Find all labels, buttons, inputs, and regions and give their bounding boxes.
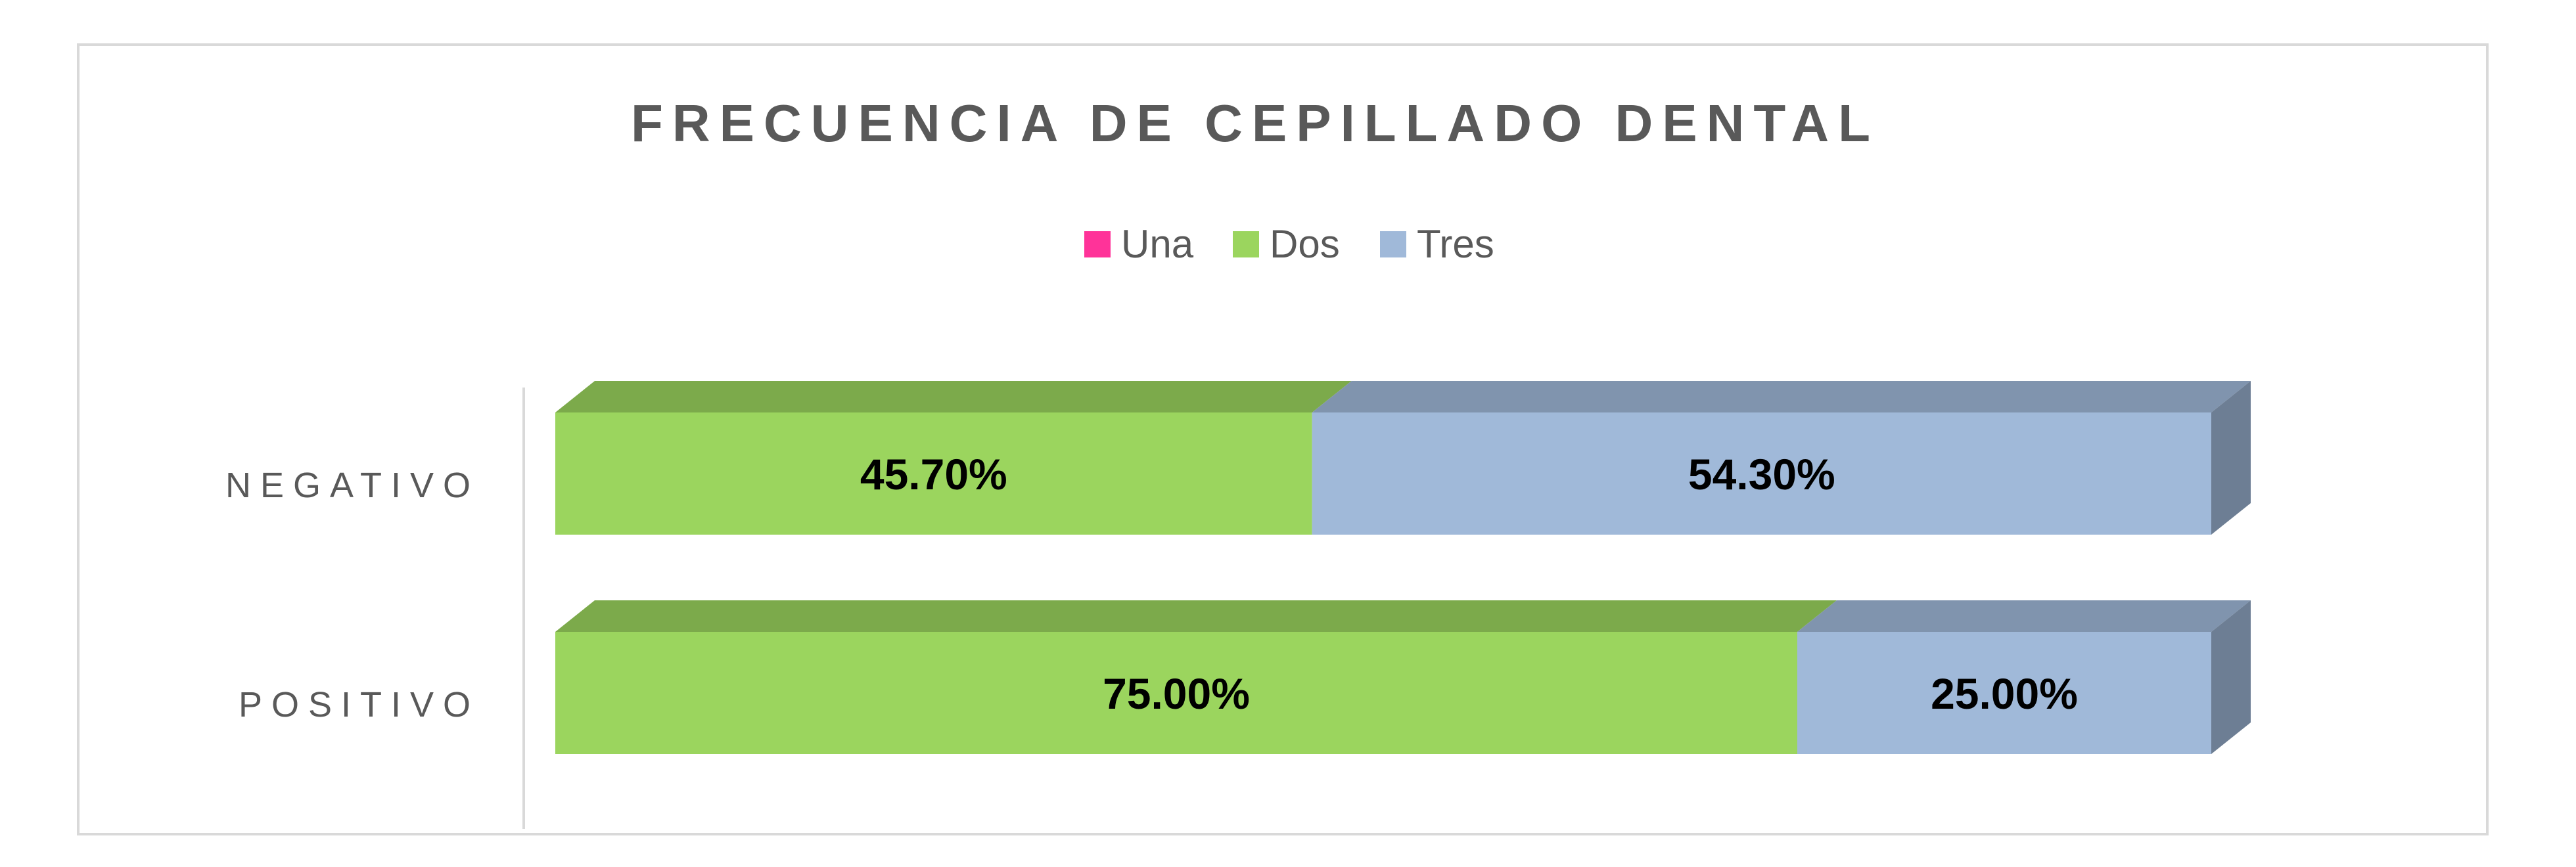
category-label-negativo: NEGATIVO bbox=[225, 466, 480, 505]
legend: Una Dos Tres bbox=[1084, 222, 1494, 266]
bar-tres-negativo: 54.30% bbox=[1312, 381, 2251, 535]
legend-item-una: Una bbox=[1084, 222, 1194, 266]
data-label-dos-positivo: 75.00% bbox=[1103, 669, 1250, 718]
bar-front-tres-positivo bbox=[1797, 632, 2211, 754]
bar-tres-positivo: 25.00% bbox=[1797, 600, 2251, 754]
bar-top-dos-positivo bbox=[555, 600, 1837, 632]
bar-side-tres-positivo bbox=[2211, 600, 2251, 754]
data-label-dos-negativo: 45.70% bbox=[860, 450, 1007, 499]
legend-label-una: Una bbox=[1121, 222, 1194, 266]
data-label-tres-positivo: 25.00% bbox=[1931, 669, 2078, 718]
bar-front-dos-negativo bbox=[555, 412, 1312, 535]
category-label-positivo: POSITIVO bbox=[239, 685, 480, 724]
bar-top-dos-negativo bbox=[555, 381, 1352, 412]
plot-area: NEGATIVO 45.70% 54.30% POSITIVO 75.00% 25.00% bbox=[225, 381, 2251, 754]
data-label-tres-negativo: 54.30% bbox=[1688, 450, 1835, 499]
bar-front-tres-negativo bbox=[1312, 412, 2211, 535]
legend-item-tres: Tres bbox=[1380, 222, 1494, 266]
legend-item-dos: Dos bbox=[1233, 222, 1340, 266]
bar-front-dos-positivo bbox=[555, 632, 1797, 754]
bar-top-tres-positivo bbox=[1797, 600, 2251, 632]
legend-swatch-tres bbox=[1380, 231, 1406, 257]
bar-dos-negativo: 45.70% bbox=[555, 381, 1352, 535]
legend-label-dos: Dos bbox=[1270, 222, 1340, 266]
bar-side-tres-negativo bbox=[2211, 381, 2251, 535]
chart-title: FRECUENCIA DE CEPILLADO DENTAL bbox=[631, 94, 1879, 152]
legend-swatch-dos bbox=[1233, 231, 1259, 257]
bar-top-tres-negativo bbox=[1312, 381, 2251, 412]
legend-label-tres: Tres bbox=[1417, 222, 1494, 266]
bar-dos-positivo: 75.00% bbox=[555, 600, 1837, 754]
legend-swatch-una bbox=[1084, 231, 1111, 257]
